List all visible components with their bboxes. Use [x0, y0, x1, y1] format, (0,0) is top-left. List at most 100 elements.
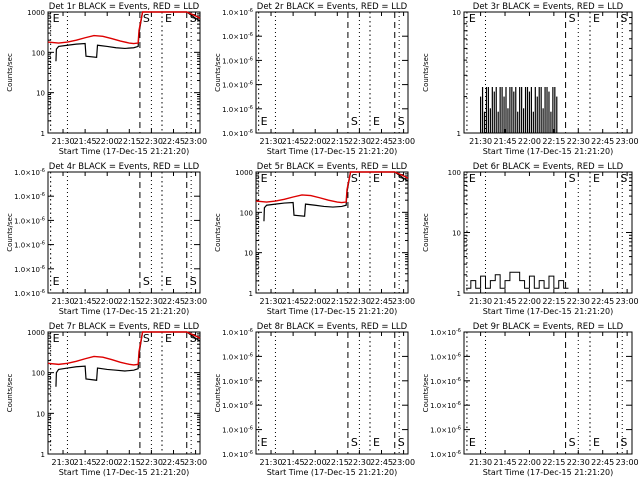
y-tick-label: 1.0×10-6: [430, 328, 461, 337]
x-tick-label: 22:15: [542, 297, 565, 306]
marker-label: S: [143, 12, 150, 25]
y-tick-label: 10: [36, 90, 45, 98]
y-tick-label: 1.0×10-6: [222, 129, 253, 138]
x-tick-label: 22:15: [326, 458, 349, 467]
lld-series: [47, 331, 201, 366]
x-tick-label: 22:00: [518, 137, 541, 146]
y-tick-exponent: -6: [456, 352, 461, 358]
y-tick-label: 1.0×10-6: [430, 426, 461, 435]
y-tick-label: 1.0×10-6: [14, 265, 45, 274]
y-tick-label: 1.0×10-6: [222, 56, 253, 65]
x-tick-label: 22:00: [304, 137, 327, 146]
y-tick-label: 100: [448, 169, 461, 177]
x-tick-label: 21:30: [469, 297, 492, 306]
x-tick-label: 22:15: [326, 137, 349, 146]
marker-label: E: [373, 172, 380, 185]
marker-label: E: [373, 115, 380, 128]
y-tick-label: 1000: [27, 329, 45, 337]
y-tick-exponent: -6: [40, 241, 45, 247]
panel-title: Det 2r BLACK = Events, RED = LLD: [257, 2, 408, 12]
x-tick-label: 21:30: [469, 137, 492, 146]
y-tick-exponent: -6: [40, 216, 45, 222]
x-tick-label: 21:45: [282, 137, 305, 146]
y-tick-exponent: -6: [248, 401, 253, 407]
x-axis-label: Start Time (17-Dec-15 21:21:20): [267, 307, 398, 316]
x-axis-label: Start Time (17-Dec-15 21:21:20): [483, 468, 614, 477]
x-tick-label: 21:30: [51, 458, 74, 467]
marker-label: S: [620, 12, 627, 25]
x-tick-label: 22:30: [567, 297, 590, 306]
x-tick-label: 22:00: [96, 137, 119, 146]
y-tick-label: 1.0×10-6: [222, 105, 253, 114]
y-tick-label: 1.0×10-6: [222, 328, 253, 337]
lld-series: [255, 171, 409, 204]
panel-title: Det 5r BLACK = Events, RED = LLD: [257, 162, 408, 172]
y-tick-exponent: -6: [248, 56, 253, 62]
plot-frame: [47, 171, 201, 294]
y-tick-label: 1.0×10-6: [430, 401, 461, 410]
y-tick-label: 1: [41, 130, 45, 138]
x-tick-label: 21:30: [259, 458, 282, 467]
x-tick-label: 22:15: [118, 458, 141, 467]
x-tick-label: 22:45: [591, 297, 614, 306]
plot-frame: [47, 11, 201, 134]
detector-panel-7: Det 7r BLACK = Events, RED = LLD Counts/s…: [6, 322, 207, 477]
panel-title: Det 7r BLACK = Events, RED = LLD: [49, 322, 200, 332]
marker-label: S: [351, 436, 358, 449]
x-tick-label: 22:00: [304, 458, 327, 467]
marker-label: E: [373, 436, 380, 449]
y-tick-exponent: -6: [456, 328, 461, 334]
panel-title: Det 3r BLACK = Events, RED = LLD: [473, 2, 624, 12]
marker-label: E: [165, 12, 172, 25]
y-axis-label: Counts/sec: [422, 374, 430, 413]
x-tick-label: 22:15: [326, 297, 349, 306]
x-tick-label: 22:45: [162, 458, 185, 467]
x-tick-label: 22:15: [542, 137, 565, 146]
y-tick-exponent: -6: [456, 377, 461, 383]
y-tick-exponent: -6: [248, 328, 253, 334]
detector-panel-4: Det 4r BLACK = Events, RED = LLD Counts/s…: [6, 162, 207, 316]
y-tick-label: 100: [32, 370, 45, 378]
y-tick-label: 1.0×10-6: [222, 81, 253, 90]
detector-panel-5: Det 5r BLACK = Events, RED = LLD Counts/s…: [214, 162, 415, 316]
x-tick-label: 22:00: [304, 297, 327, 306]
marker-label: S: [569, 12, 576, 25]
y-tick-exponent: -6: [456, 450, 461, 456]
y-tick-label: 1.0×10-6: [430, 377, 461, 386]
marker-label: S: [620, 436, 627, 449]
marker-label: E: [53, 12, 60, 25]
x-tick-label: 23:00: [392, 458, 415, 467]
marker-label: E: [165, 275, 172, 288]
marker-label: E: [469, 12, 476, 25]
x-tick-label: 22:30: [348, 137, 371, 146]
x-tick-label: 23:00: [392, 297, 415, 306]
x-tick-label: 22:30: [567, 137, 590, 146]
y-tick-label: 1.0×10-6: [430, 352, 461, 361]
x-tick-label: 22:45: [370, 458, 393, 467]
y-axis-label: Counts/sec: [6, 374, 14, 413]
y-tick-label: 1: [41, 451, 45, 459]
marker-label: S: [569, 436, 576, 449]
plot-frame: [463, 171, 633, 294]
marker-label: S: [398, 172, 405, 185]
x-tick-label: 23:00: [184, 297, 207, 306]
x-axis-label: Start Time (17-Dec-15 21:21:20): [59, 307, 190, 316]
y-tick-label: 1.0×10-6: [14, 241, 45, 250]
x-tick-label: 22:45: [591, 458, 614, 467]
panel-title: Det 1r BLACK = Events, RED = LLD: [49, 2, 200, 12]
panel-title: Det 4r BLACK = Events, RED = LLD: [49, 162, 200, 172]
x-axis-label: Start Time (17-Dec-15 21:21:20): [59, 468, 190, 477]
y-tick-exponent: -6: [248, 352, 253, 358]
lld-series: [47, 11, 201, 45]
marker-label: S: [190, 332, 197, 345]
marker-label: E: [165, 332, 172, 345]
x-tick-label: 22:30: [140, 458, 163, 467]
detector-panel-6: Det 6r BLACK = Events, RED = LLD Counts/s…: [422, 162, 639, 316]
marker-label: S: [143, 332, 150, 345]
marker-label: E: [53, 332, 60, 345]
y-tick-exponent: -6: [248, 32, 253, 38]
x-tick-label: 21:30: [469, 458, 492, 467]
marker-label: E: [593, 172, 600, 185]
x-axis-label: Start Time (17-Dec-15 21:21:20): [267, 147, 398, 156]
x-tick-label: 22:45: [162, 137, 185, 146]
